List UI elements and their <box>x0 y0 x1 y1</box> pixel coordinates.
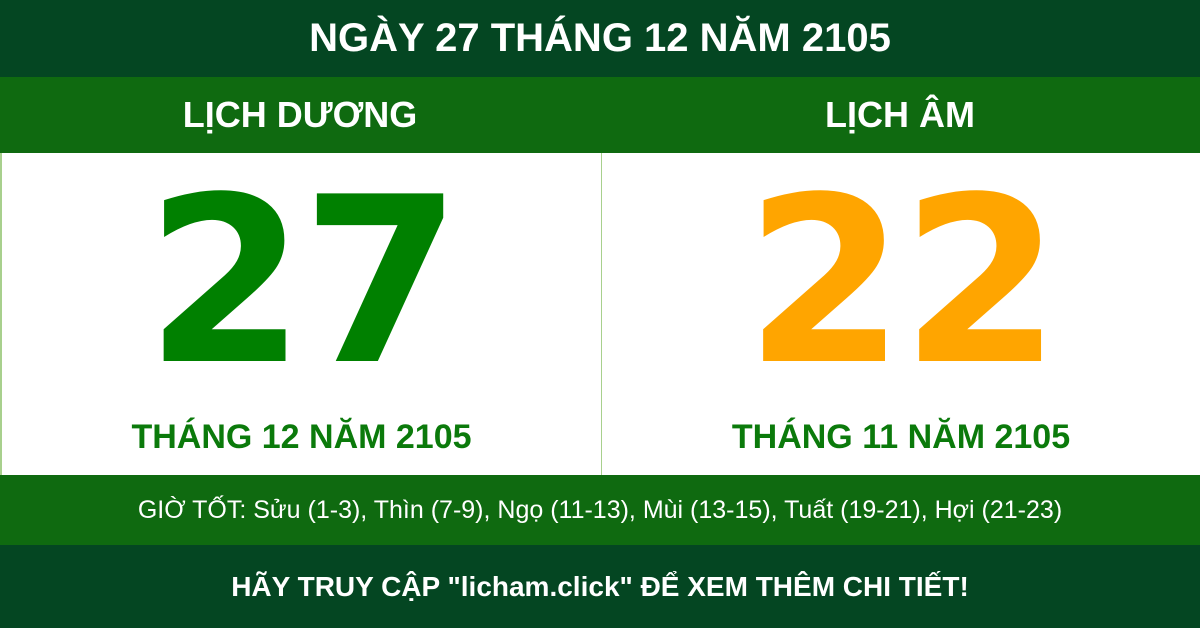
solar-panel: 27 THÁNG 12 NĂM 2105 <box>2 153 601 475</box>
lunar-month-year: THÁNG 11 NĂM 2105 <box>731 418 1071 456</box>
lunar-day: 22 <box>744 153 1061 416</box>
good-hours: GIỜ TỐT: Sửu (1-3), Thìn (7-9), Ngọ (11-… <box>0 475 1200 545</box>
solar-day: 27 <box>145 153 461 416</box>
lunar-calendar-label: LỊCH ÂM <box>825 94 975 135</box>
lunar-panel: 22 THÁNG 11 NĂM 2105 <box>601 153 1200 475</box>
page-title: NGÀY 27 THÁNG 12 NĂM 2105 <box>0 0 1200 77</box>
solar-calendar-label: LỊCH DƯƠNG <box>182 94 418 135</box>
calendar-panels: 27 THÁNG 12 NĂM 2105 22 THÁNG 11 NĂM 210… <box>0 153 1200 475</box>
footer-cta: HÃY TRUY CẬP "licham.click" ĐỂ XEM THÊM … <box>0 545 1200 628</box>
solar-month-year: THÁNG 12 NĂM 2105 <box>131 418 472 456</box>
calendar-headers: LỊCH DƯƠNG LỊCH ÂM <box>0 77 1200 153</box>
